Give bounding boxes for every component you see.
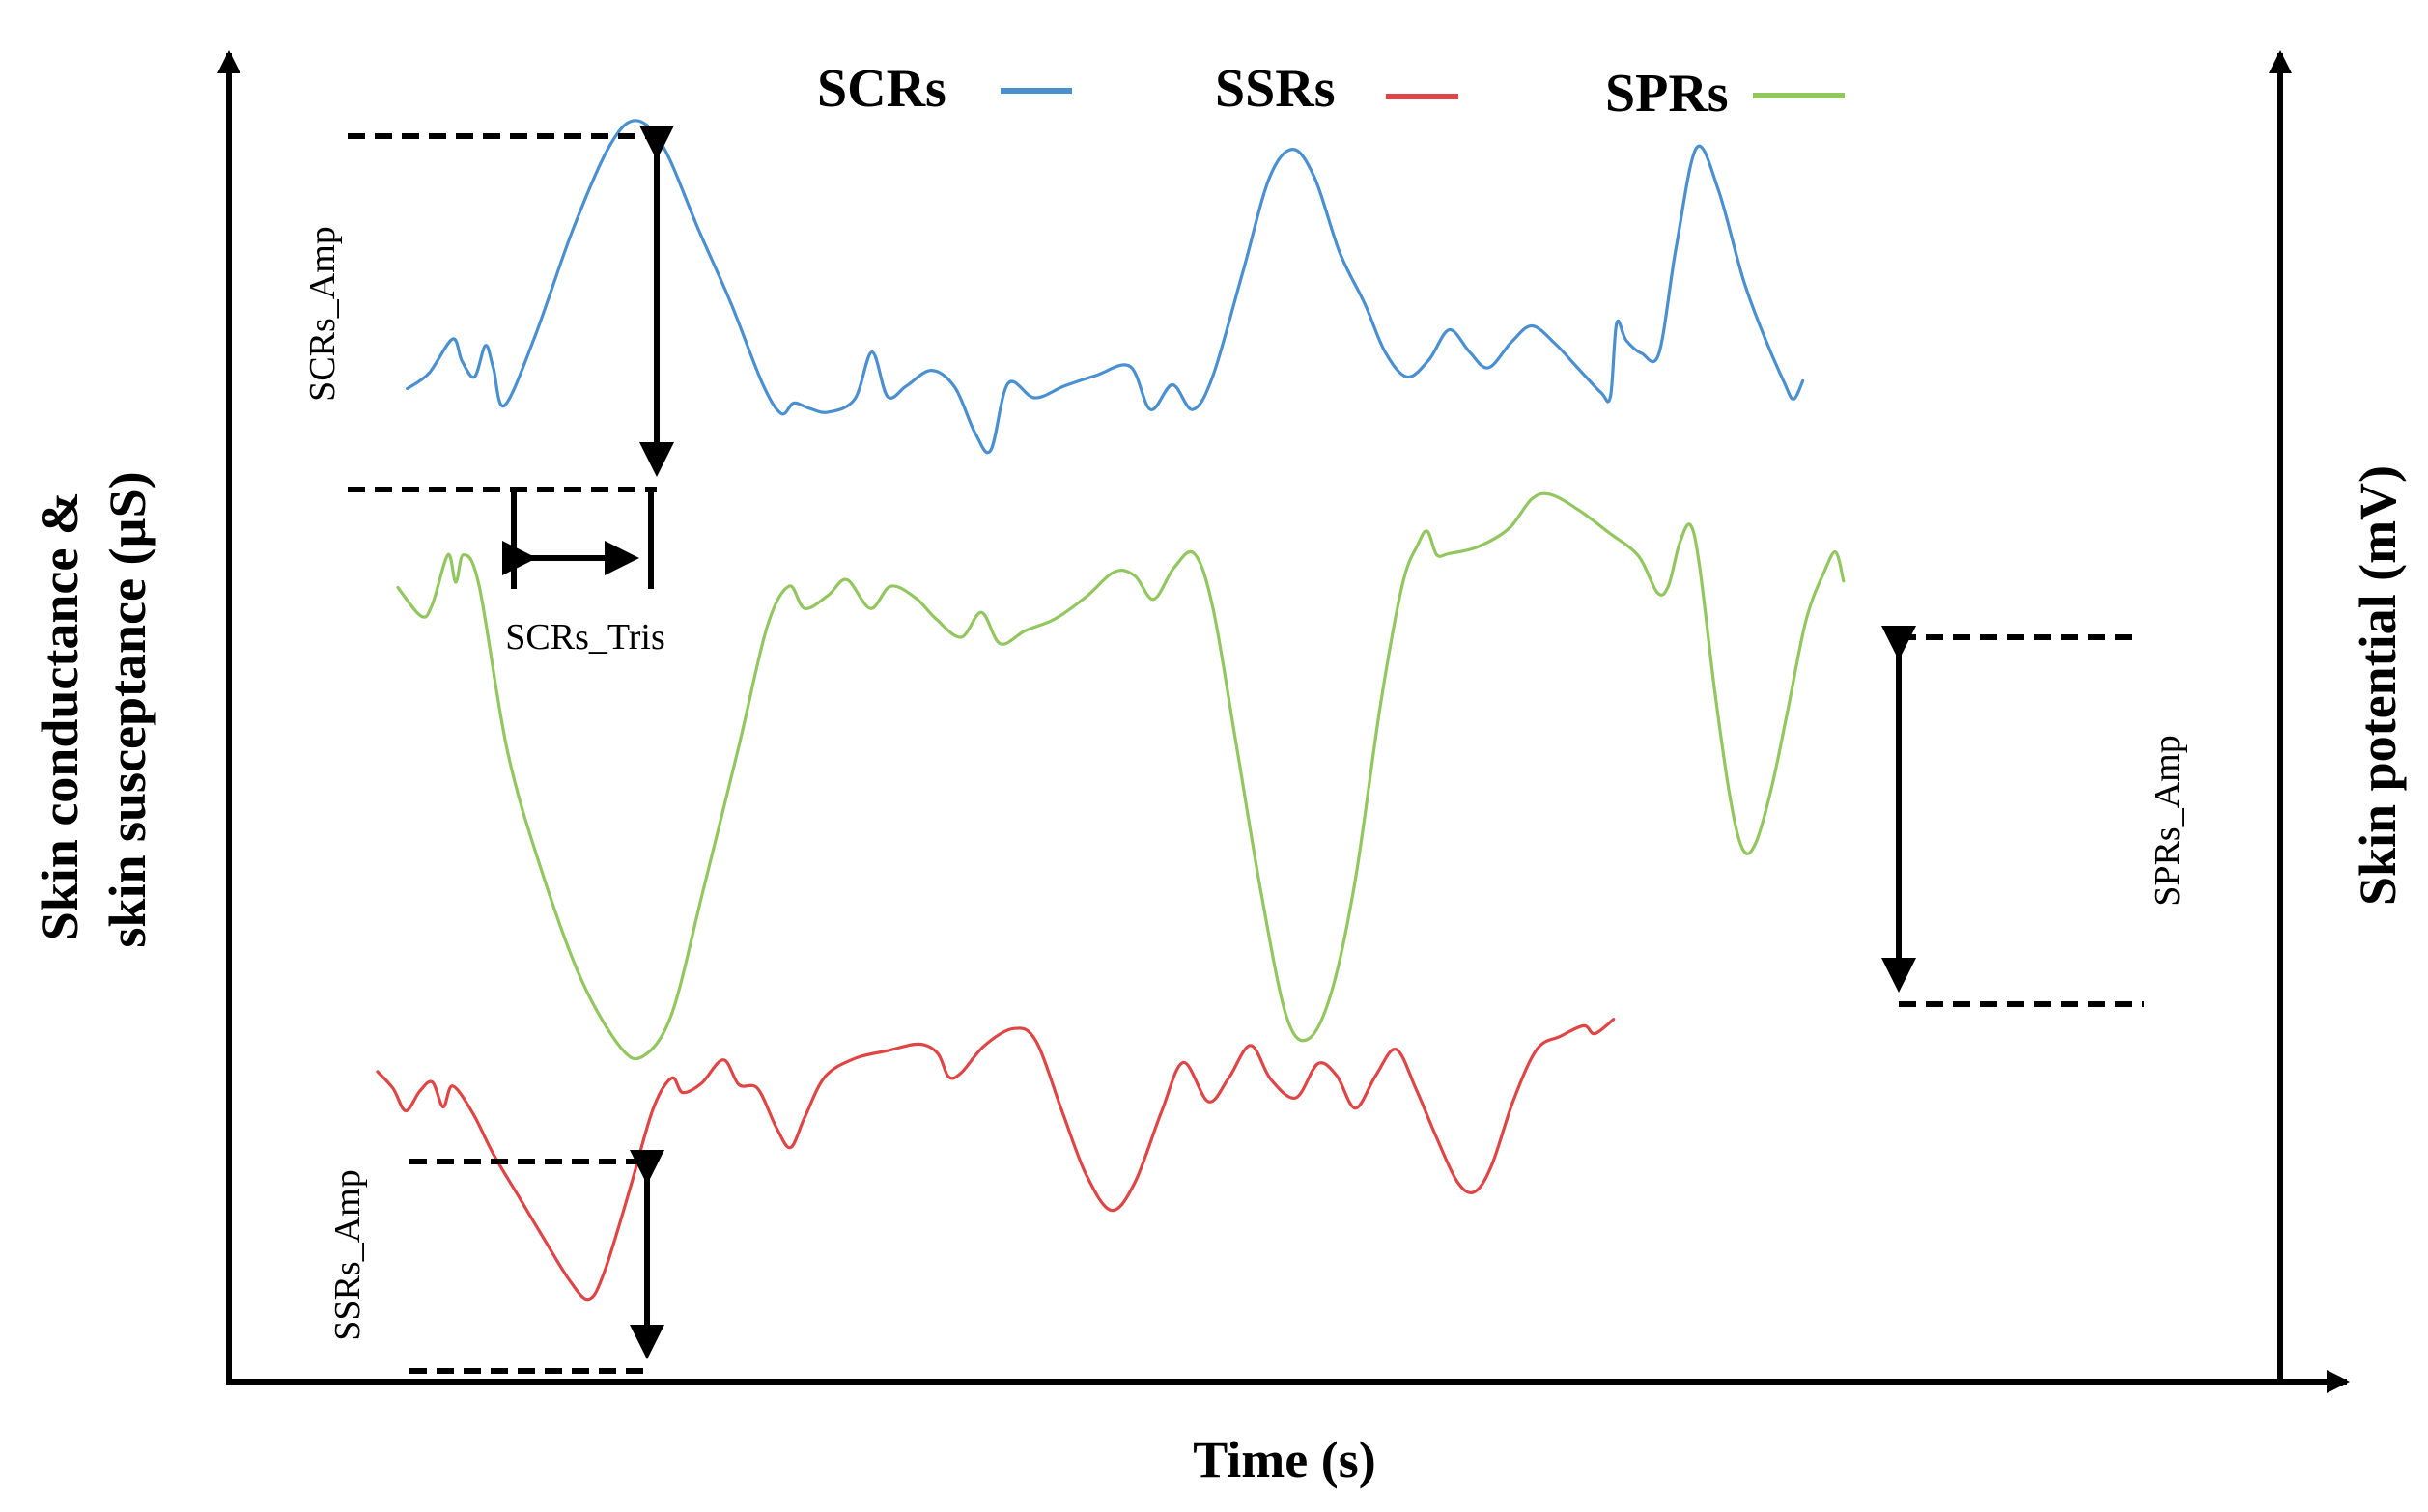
x-axis-title: Time (s) (1193, 1431, 1375, 1489)
scrs-amp-annotation: SCRs_Amp (302, 126, 674, 492)
series-line-sprs (396, 491, 1846, 1061)
sprs-amp-label: SPRs_Amp (2147, 735, 2188, 906)
legend-label-sprs: SPRs (1605, 64, 1729, 124)
scrs-tris-label: SCRs_Tris (505, 617, 665, 658)
series-line-scrs (406, 119, 1805, 455)
ssrs-amp-label: SSRs_Amp (327, 1169, 368, 1340)
series-line-ssrs (376, 1018, 1616, 1302)
left-y-axis-title: Skin conductance & skin susceptance (µS) (31, 471, 156, 947)
left-y-axis-title-line1: Skin conductance & (31, 491, 89, 940)
legend: SCRs SSRs SPRs (817, 59, 1845, 124)
series-layer (376, 119, 1846, 1302)
sprs-amp-annotation: SPRs_Amp (1881, 626, 2188, 1007)
scrs-amp-label: SCRs_Amp (302, 226, 343, 402)
scrs-tris-annotation: SCRs_Tris (502, 490, 665, 658)
legend-label-scrs: SCRs (817, 59, 946, 119)
legend-label-ssrs: SSRs (1215, 59, 1336, 119)
left-y-axis-title-line2: skin susceptance (µS) (99, 471, 156, 947)
right-y-axis-title: Skin potential (mV) (2349, 465, 2407, 906)
ssrs-amp-annotation: SSRs_Amp (327, 1150, 664, 1374)
